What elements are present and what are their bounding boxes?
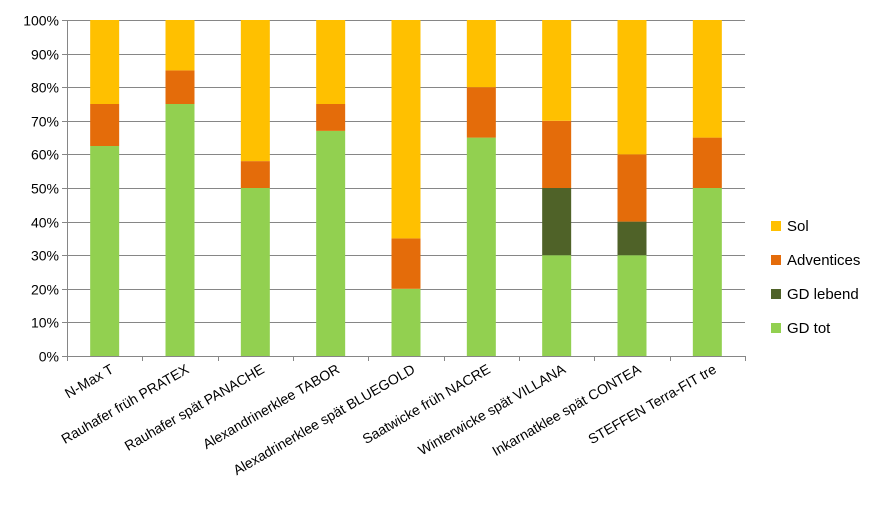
y-tick-label: 30% [31,248,59,264]
bar-segment-adventices [165,70,195,104]
bar-segment-gd-tot [90,146,120,356]
y-tick-label: 50% [31,181,59,197]
bar-segment-gd-tot [391,288,421,356]
bar-segment-adventices [391,238,421,289]
bar-segment-adventices [617,154,647,222]
y-tick-label: 20% [31,282,59,298]
bar-segment-sol [617,20,647,155]
y-tick-label: 0% [39,349,59,365]
x-tick-label: STEFFEN Terra-FIT tre [585,361,719,447]
legend-swatch [771,323,781,333]
bar-segment-gd-tot [692,188,722,356]
bar-segment-gd-tot [240,188,270,356]
bar-segment-sol [240,20,270,162]
axes [62,20,746,361]
legend-swatch [771,221,781,231]
bar-segment-sol [165,20,195,71]
bar-segment-sol [466,20,496,88]
legend-item: GD tot [771,320,831,337]
legend-label: Adventices [787,252,860,269]
legend-item: GD lebend [771,286,859,303]
legend: Sol Adventices GD lebend GD tot [771,218,860,337]
y-tick-labels: 0% 10% 20% 30% 40% 50% 60% 70% 80% 90% 100% [23,13,59,365]
x-tick-label: N-Max T [62,361,117,402]
bar-segment-sol [316,20,346,104]
bar-segment-adventices [692,137,722,188]
y-tick-label: 10% [31,315,59,331]
bars [90,20,722,356]
legend-label: GD tot [787,320,831,337]
bar-segment-gd-tot [617,255,647,356]
bar-segment-gd-tot [466,137,496,356]
x-tick-label: Saatwicke früh NACRE [360,361,493,447]
legend-swatch [771,289,781,299]
bar-segment-gd-lebend [617,221,647,256]
legend-label: Sol [787,218,809,235]
bar-segment-gd-tot [165,104,195,356]
bar-segment-adventices [466,87,496,138]
bar-segment-adventices [542,120,572,188]
y-tick-label: 80% [31,80,59,96]
bar-segment-sol [391,20,421,239]
bar-segment-gd-lebend [542,188,572,256]
bar-segment-sol [90,20,120,104]
y-tick-label: 40% [31,215,59,231]
x-tick-label: Rauhafer früh PRATEX [58,360,192,446]
bar-segment-adventices [240,161,270,188]
x-tick-label: Alexandrinerklee TABOR [200,361,342,452]
legend-item: Adventices [771,252,860,269]
bar-segment-sol [542,20,572,121]
bar-segment-sol [692,20,722,138]
legend-swatch [771,255,781,265]
bar-segment-gd-tot [316,130,346,356]
bar-segment-adventices [90,104,120,146]
legend-item: Sol [771,218,809,235]
y-tick-label: 90% [31,47,59,63]
legend-label: GD lebend [787,286,859,303]
y-tick-label: 70% [31,114,59,130]
y-tick-label: 100% [23,13,59,29]
y-tick-label: 60% [31,147,59,163]
bar-segment-adventices [316,104,346,131]
bar-segment-gd-tot [542,255,572,356]
x-tick-label: Rauhafer spät PANACHE [122,361,267,454]
